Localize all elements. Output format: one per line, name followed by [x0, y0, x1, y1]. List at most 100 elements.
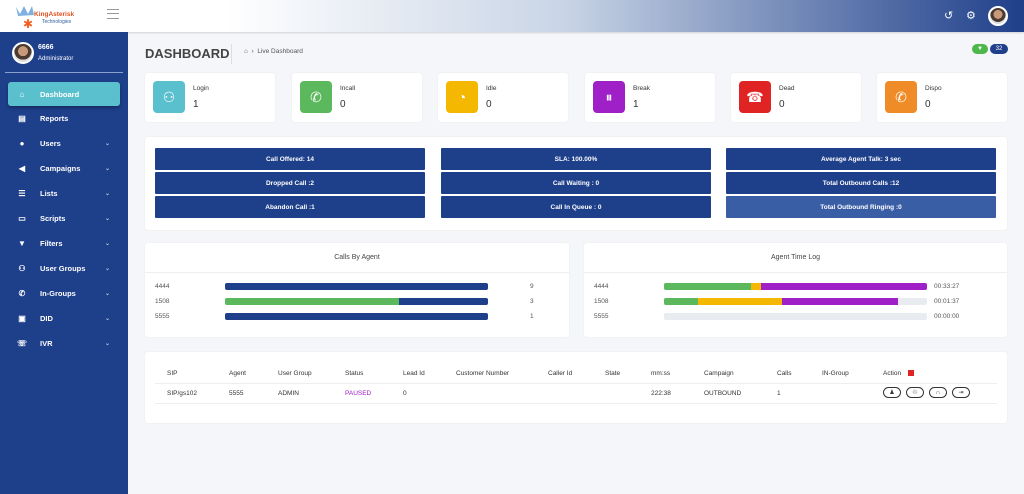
bar-segment [225, 313, 488, 320]
sidebar-item-dashboard[interactable]: ⌂ Dashboard [8, 82, 120, 106]
live-agents-table: SIP Agent User Group Status Lead Id Customer … [145, 352, 1007, 423]
sidebar-nav: ⌂ Dashboard ▤ Reports ● Users ⌄ ◀ Campaigns ⌄ ☰ Lis… [8, 82, 120, 356]
count-badge[interactable]: 32 [990, 44, 1008, 54]
chevron-down-icon: ⌄ [104, 191, 110, 197]
chevron-down-icon: ⌄ [104, 216, 110, 222]
stat-value: 0 [486, 99, 492, 110]
sidebar-item-lists[interactable]: ☰ Lists ⌄ [8, 181, 120, 206]
stat-card-incall[interactable]: ✆ Incall 0 [292, 73, 422, 122]
sidebar-item-label: Filters [40, 239, 63, 248]
stat-card-idle[interactable]: ◔ Idle 0 [438, 73, 568, 122]
header-badges: ▼ 32 [972, 44, 1008, 54]
page-title: DASHBOARD [145, 46, 230, 61]
stat-value: 0 [340, 99, 346, 110]
sidebar-item-label: User Groups [40, 264, 86, 273]
sidebar-item-label: Lists [40, 189, 58, 198]
bar-value: 00:33:27 [934, 283, 960, 290]
chevron-down-icon: ⌄ [104, 166, 110, 172]
chevron-down-icon: ⌄ [104, 341, 110, 347]
sidebar-item-did[interactable]: ▣ DID ⌄ [8, 306, 120, 331]
stat-value: 0 [779, 99, 785, 110]
logout-icon[interactable]: ⇥ [952, 387, 970, 398]
svg-text:✱: ✱ [23, 17, 33, 30]
bar-row: 4444 9 [155, 283, 579, 291]
sidebar-item-ivr[interactable]: ☏ IVR ⌄ [8, 331, 120, 356]
stat-label: Dispo [925, 85, 942, 92]
divider [5, 72, 123, 73]
action-indicator [908, 370, 914, 376]
sidebar-item-user-groups[interactable]: ⚇ User Groups ⌄ [8, 256, 120, 281]
summary-stat[interactable]: Call In Queue : 0 [441, 196, 711, 218]
summary-stat[interactable]: Dropped Call :2 [155, 172, 425, 194]
pause-phone-icon: ⏸ [593, 81, 625, 113]
settings-icon[interactable]: ⚙ [966, 10, 976, 22]
sidebar-item-label: Campaigns [40, 164, 81, 173]
column-header: User Group [278, 370, 312, 377]
stat-value: 1 [193, 99, 199, 110]
filter-icon[interactable]: ▼ [972, 44, 988, 54]
sidebar-item-in-groups[interactable]: ✆ In-Groups ⌄ [8, 281, 120, 306]
user-icon: ● [19, 139, 25, 148]
bar-row: 1508 3 [155, 298, 579, 306]
sidebar-item-campaigns[interactable]: ◀ Campaigns ⌄ [8, 156, 120, 181]
bar-value: 00:00:00 [934, 313, 960, 320]
bar-segment [698, 298, 783, 305]
listen-icon[interactable]: ♟ [883, 387, 901, 398]
bar-row: 5555 00:00:00 [594, 313, 1017, 321]
column-header: Status [345, 370, 364, 377]
menu-toggle-icon[interactable] [107, 9, 119, 19]
summary-stat[interactable]: Total Outbound Ringing :0 [726, 196, 996, 218]
summary-stat[interactable]: SLA: 100.00% [441, 148, 711, 170]
table-cell: 222:38 [651, 390, 671, 397]
stat-card-dead[interactable]: ☎ Dead 0 [731, 73, 861, 122]
sidebar-item-scripts[interactable]: ▭ Scripts ⌄ [8, 206, 120, 231]
sidebar-item-filters[interactable]: ▼ Filters ⌄ [8, 231, 120, 256]
summary-panel: Call Offered: 14 SLA: 100.00% Average Agen… [145, 137, 1007, 230]
user-avatar[interactable] [988, 6, 1008, 26]
summary-stat[interactable]: Average Agent Talk: 3 sec [726, 148, 996, 170]
summary-stat[interactable]: Call Offered: 14 [155, 148, 425, 170]
sidebar-item-users[interactable]: ● Users ⌄ [8, 131, 120, 156]
sidebar-item-label: Dashboard [40, 89, 80, 99]
summary-stat[interactable]: Abandon Call :1 [155, 196, 425, 218]
calls-by-agent-panel: Calls By Agent 4444 9 1508 3 5555 1 [145, 243, 569, 337]
sidebar-item-reports[interactable]: ▤ Reports [8, 106, 120, 131]
summary-stat[interactable]: Call Waiting : 0 [441, 172, 711, 194]
bar-segment [750, 283, 762, 290]
panel-title: Agent Time Log [584, 243, 1007, 273]
list-icon: ☰ [18, 189, 26, 198]
history-icon[interactable]: ↺ [944, 10, 954, 22]
divider [155, 403, 997, 404]
summary-stat[interactable]: Total Outbound Calls :12 [726, 172, 996, 194]
stat-card-login[interactable]: ⚇ Login 1 [145, 73, 275, 122]
phone-icon: ✆ [18, 289, 26, 298]
kingasterisk-logo: ✱ KingAsterisk Technologies [16, 6, 74, 30]
avatar [12, 42, 34, 64]
script-icon: ▭ [18, 214, 26, 223]
bar-segment [225, 298, 399, 305]
column-header: State [605, 370, 621, 377]
bar-value: 3 [530, 298, 534, 305]
column-header: Lead Id [403, 370, 425, 377]
bar-value: 1 [530, 313, 534, 320]
progress-bar [664, 313, 927, 320]
bar-row: 4444 00:33:27 [594, 283, 1017, 291]
headset-icon[interactable]: ∩ [929, 387, 947, 398]
stat-card-break[interactable]: ⏸ Break 1 [585, 73, 715, 122]
did-icon: ▣ [18, 314, 26, 323]
bar-segment [664, 298, 699, 305]
table-cell: ADMIN [278, 390, 299, 397]
svg-text:Technologies: Technologies [42, 19, 72, 25]
stat-card-dispo[interactable]: ✆ Dispo 0 [877, 73, 1007, 122]
home-icon[interactable]: ⌂ [244, 48, 248, 55]
barge-icon[interactable]: ♲ [906, 387, 924, 398]
stat-label: Idle [486, 85, 497, 92]
table-cell: 1 [777, 390, 781, 397]
bar-row: 5555 1 [155, 313, 579, 321]
chevron-down-icon: ⌄ [104, 316, 110, 322]
svg-text:KingAsterisk: KingAsterisk [34, 11, 74, 18]
hangup-icon: ☎ [739, 81, 771, 113]
divider [231, 44, 232, 64]
column-header: IN-Group [822, 370, 849, 377]
progress-bar [225, 313, 488, 320]
